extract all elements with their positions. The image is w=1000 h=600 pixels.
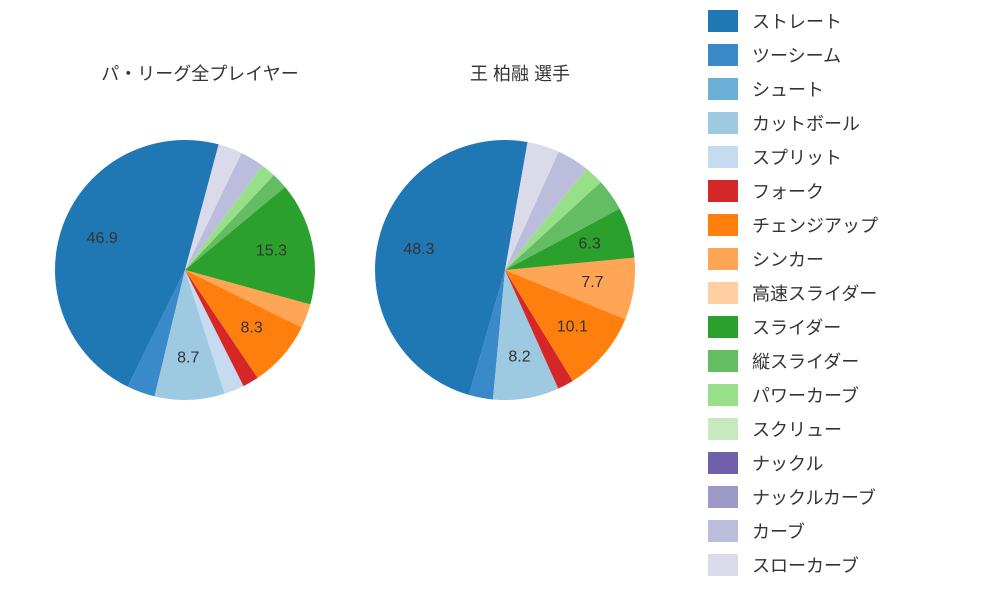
- legend-swatch-changeup: [708, 214, 738, 236]
- legend-label-slow_curve: スローカーブ: [752, 552, 859, 578]
- legend-label-fork: フォーク: [752, 178, 824, 204]
- pie-label-straight: 46.9: [87, 230, 118, 247]
- legend-item-slow_curve: スローカーブ: [708, 548, 988, 582]
- pie-label-cutball: 8.2: [508, 348, 530, 365]
- legend-swatch-tate_slider: [708, 350, 738, 372]
- legend-item-two_seam: ツーシーム: [708, 38, 988, 72]
- pie-label-changeup: 8.3: [240, 319, 262, 336]
- legend-item-changeup: チェンジアップ: [708, 208, 988, 242]
- legend-label-changeup: チェンジアップ: [752, 212, 878, 238]
- legend-swatch-curve: [708, 520, 738, 542]
- pie-label-straight: 48.3: [403, 241, 434, 258]
- legend-item-split: スプリット: [708, 140, 988, 174]
- pie-label-sinker: 7.7: [581, 274, 603, 291]
- legend-label-screw: スクリュー: [752, 416, 842, 442]
- legend-label-slider: スライダー: [752, 314, 841, 340]
- legend-swatch-sinker: [708, 248, 738, 270]
- legend-label-knuckle: ナックル: [752, 450, 823, 476]
- legend-label-curve: カーブ: [752, 518, 805, 544]
- legend-item-curve: カーブ: [708, 514, 988, 548]
- legend-item-tate_slider: 縦スライダー: [708, 344, 988, 378]
- legend-label-knuckle_curve: ナックルカーブ: [752, 484, 876, 510]
- legend-item-knuckle: ナックル: [708, 446, 988, 480]
- legend-label-tate_slider: 縦スライダー: [752, 348, 859, 374]
- legend-swatch-power_curve: [708, 384, 738, 406]
- legend-item-cutball: カットボール: [708, 106, 988, 140]
- legend-label-split: スプリット: [752, 144, 842, 170]
- pie-league: 46.9 8.7 8.3 15.3: [35, 120, 335, 420]
- legend-swatch-straight: [708, 10, 738, 32]
- chart-title-player: 王 柏融 選手: [380, 60, 660, 86]
- legend-swatch-slider: [708, 316, 738, 338]
- legend-label-straight: ストレート: [752, 8, 842, 34]
- legend-swatch-cutball: [708, 112, 738, 134]
- legend-label-power_curve: パワーカーブ: [752, 382, 859, 408]
- legend-swatch-slow_curve: [708, 554, 738, 576]
- legend-label-fast_slider: 高速スライダー: [752, 280, 877, 306]
- pie-player: 48.3 8.2 10.1 7.7 6.3: [355, 120, 655, 420]
- legend-item-slider: スライダー: [708, 310, 988, 344]
- legend-item-power_curve: パワーカーブ: [708, 378, 988, 412]
- pie-league-svg: 46.9 8.7 8.3 15.3: [35, 120, 335, 420]
- legend-label-two_seam: ツーシーム: [752, 42, 841, 68]
- legend-item-knuckle_curve: ナックルカーブ: [708, 480, 988, 514]
- pie-label-cutball: 8.7: [177, 350, 199, 367]
- legend: ストレートツーシームシュートカットボールスプリットフォークチェンジアップシンカー…: [700, 0, 1000, 586]
- legend-swatch-fork: [708, 180, 738, 202]
- legend-item-screw: スクリュー: [708, 412, 988, 446]
- legend-swatch-knuckle: [708, 452, 738, 474]
- chart-title-league: パ・リーグ全プレイヤー: [60, 60, 340, 86]
- legend-swatch-fast_slider: [708, 282, 738, 304]
- legend-swatch-screw: [708, 418, 738, 440]
- legend-item-fast_slider: 高速スライダー: [708, 276, 988, 310]
- legend-label-sinker: シンカー: [752, 246, 824, 272]
- legend-item-sinker: シンカー: [708, 242, 988, 276]
- pie-label-slider: 15.3: [256, 243, 287, 260]
- pie-player-svg: 48.3 8.2 10.1 7.7 6.3: [355, 120, 655, 420]
- chart-stage: パ・リーグ全プレイヤー 王 柏融 選手 46.9 8.7 8.3 15.3 48.3 8…: [0, 0, 1000, 600]
- legend-swatch-split: [708, 146, 738, 168]
- legend-swatch-knuckle_curve: [708, 486, 738, 508]
- pie-label-changeup: 10.1: [557, 319, 588, 336]
- legend-label-shoot: シュート: [752, 76, 824, 102]
- legend-item-fork: フォーク: [708, 174, 988, 208]
- legend-swatch-two_seam: [708, 44, 738, 66]
- pie-label-slider: 6.3: [578, 236, 600, 253]
- legend-item-straight: ストレート: [708, 4, 988, 38]
- legend-item-shoot: シュート: [708, 72, 988, 106]
- legend-label-cutball: カットボール: [752, 110, 860, 136]
- legend-swatch-shoot: [708, 78, 738, 100]
